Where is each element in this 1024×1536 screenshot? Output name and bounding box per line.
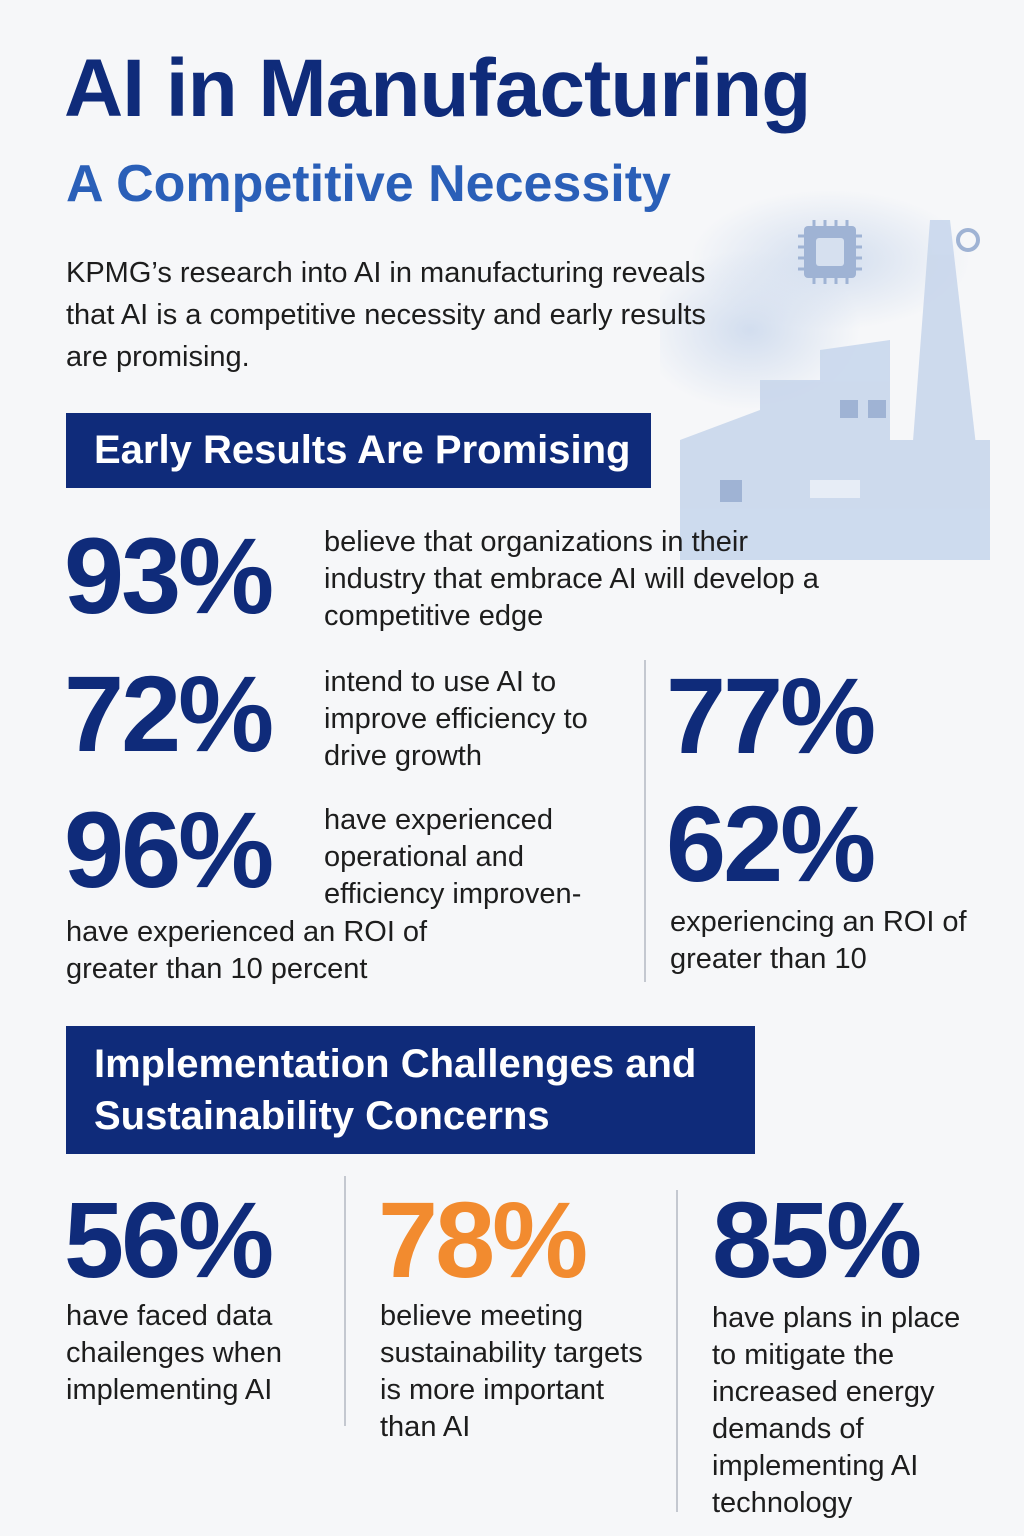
stat-value: 56% — [64, 1179, 274, 1300]
page-subtitle: A Competitive Necessity — [66, 155, 671, 213]
section-heading-line: Sustainability Concerns — [94, 1094, 550, 1138]
section-heading-challenges: Implementation Challenges and Sustainabi… — [66, 1026, 755, 1154]
stat-description: have faced data chailenges when implemen… — [66, 1300, 283, 1406]
column-divider — [344, 1176, 346, 1426]
stat-value: 72% — [64, 653, 274, 774]
stat-value: 77% — [666, 655, 876, 776]
stat-description: intend to use AI to improve efficiency t… — [324, 666, 588, 772]
section-heading-early-results: Early Results Are Promising — [66, 413, 651, 488]
stat-description: believe that organizations in their indu… — [324, 526, 819, 632]
column-divider — [676, 1190, 678, 1512]
chip-icon — [798, 220, 862, 284]
stat-description: experiencing an ROI of greater than 10 — [670, 906, 967, 975]
stat-value: 93% — [64, 515, 274, 636]
stat-description: believe meeting sustainability targets i… — [380, 1300, 643, 1443]
intro-text: KPMG’s research into AI in manufacturing… — [66, 257, 706, 373]
page-title: AI in Manufacturing — [64, 43, 811, 134]
factory-illustration — [660, 190, 990, 560]
stat-value: 62% — [666, 783, 876, 904]
stat-value: 96% — [64, 789, 274, 910]
stat-value: 85% — [712, 1179, 922, 1300]
stat-value-highlight: 78% — [378, 1179, 588, 1300]
stat-description: have plans in place to mitigate the incr… — [712, 1302, 961, 1519]
column-divider — [644, 660, 646, 982]
roi-note: have experienced an ROI of greater than … — [66, 916, 428, 985]
stat-description: have experienced operational and efficie… — [324, 804, 582, 910]
section-heading-line: Implementation Challenges and — [94, 1042, 697, 1086]
